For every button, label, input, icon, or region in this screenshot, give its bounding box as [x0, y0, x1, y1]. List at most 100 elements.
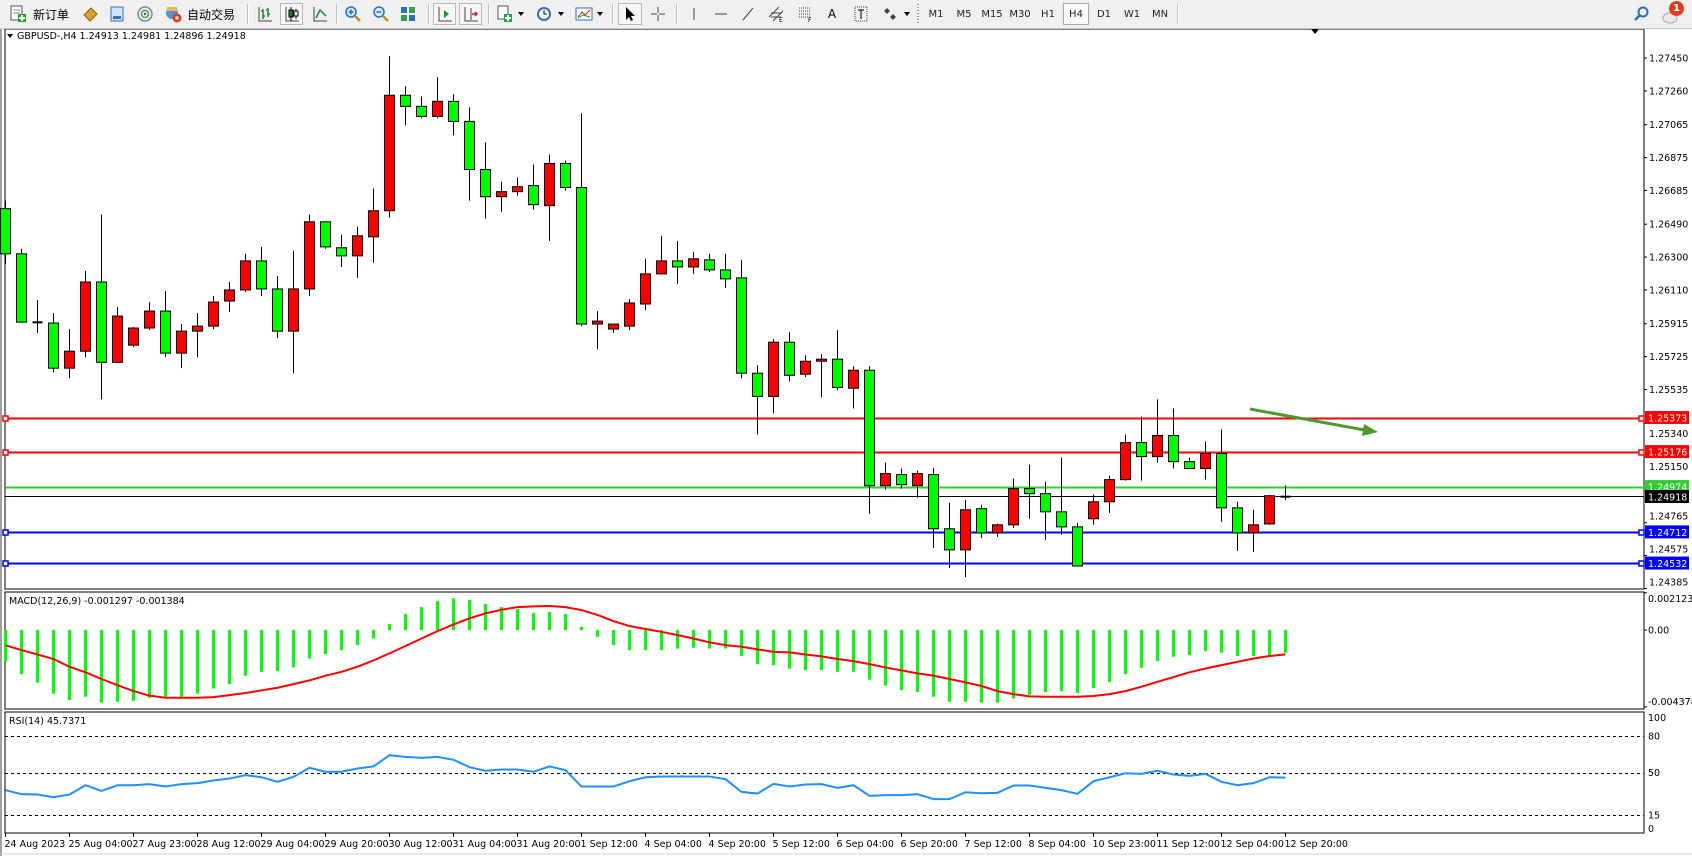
level-handle-left[interactable]: [2, 529, 9, 536]
level-handle-left[interactable]: [2, 415, 9, 422]
indicators-icon[interactable]: [494, 3, 516, 25]
candle-bull: [112, 315, 123, 363]
candle-bear: [976, 508, 987, 534]
candle-bear: [1040, 493, 1051, 513]
candle-bull: [80, 281, 91, 352]
macd-histogram-bar: [1140, 630, 1143, 668]
level-price-label: 1.24532: [1648, 559, 1687, 570]
symbol-menu-triangle[interactable]: [7, 34, 13, 38]
candle-bear: [928, 474, 939, 530]
level-handle-right[interactable]: [1638, 529, 1645, 536]
rsi-tick-label: 15: [1648, 810, 1660, 821]
candle-bear: [1184, 461, 1195, 470]
candle-bull: [816, 358, 827, 362]
candle-bear: [336, 247, 347, 257]
new-order-icon[interactable]: [8, 3, 28, 25]
macd-histogram-bar: [740, 630, 743, 657]
price-tick-label: 1.26875: [1649, 153, 1688, 164]
bar-chart-icon[interactable]: [254, 3, 276, 25]
timeframe-m1-button[interactable]: M1: [928, 8, 944, 20]
candle-bear: [16, 253, 27, 323]
auto-scroll-icon[interactable]: [433, 3, 456, 25]
macd-histogram-bar: [756, 630, 759, 665]
tile-windows-icon[interactable]: [397, 3, 419, 25]
candle-bull: [128, 327, 139, 346]
price-tick-label: 1.26110: [1649, 285, 1688, 296]
data-window-icon[interactable]: [107, 3, 127, 25]
trend-arrow-head[interactable]: [1362, 424, 1378, 436]
indicators-dropdown-caret[interactable]: [518, 12, 524, 16]
chart-shift-icon[interactable]: [459, 3, 482, 25]
vertical-line-icon[interactable]: [683, 3, 705, 25]
fibonacci-icon[interactable]: F: [794, 3, 816, 25]
timeframe-h4-button[interactable]: H4: [1063, 3, 1089, 25]
cursor-icon[interactable]: [618, 3, 642, 25]
templates-icon[interactable]: [573, 3, 595, 25]
timeframe-mn-button[interactable]: MN: [1151, 8, 1169, 20]
trendline-icon[interactable]: [737, 3, 759, 25]
level-handle-left[interactable]: [2, 560, 9, 567]
candle-bear: [576, 187, 587, 325]
macd-histogram-bar: [900, 630, 903, 691]
equidistant-channel-icon[interactable]: E: [765, 3, 787, 25]
toolbar-grip[interactable]: [917, 4, 919, 24]
candle-bull: [544, 162, 555, 207]
zoom-in-icon[interactable]: [342, 3, 364, 25]
level-handle-right[interactable]: [1638, 415, 1645, 422]
macd-histogram-bar: [1108, 630, 1111, 682]
timeframe-h1-button[interactable]: H1: [1041, 8, 1055, 20]
line-chart-icon[interactable]: [309, 3, 331, 25]
time-tick-label: 5 Sep 12:00: [773, 839, 830, 850]
templates-dropdown-caret[interactable]: [597, 12, 603, 16]
new-order-button[interactable]: 新订单: [30, 3, 72, 25]
macd-histogram-bar: [1124, 630, 1127, 675]
horizontal-line-icon[interactable]: [710, 3, 732, 25]
time-tick-label: 29 Aug 20:00: [325, 839, 389, 850]
autotrading-icon[interactable]: [162, 3, 184, 25]
text-label-icon[interactable]: [850, 3, 872, 25]
text-tool-button[interactable]: A: [821, 3, 843, 25]
level-handle-left[interactable]: [2, 449, 9, 456]
symbol-header: GBPUSD-,H4 1.24913 1.24981 1.24896 1.249…: [17, 31, 246, 42]
crosshair-icon[interactable]: [647, 3, 669, 25]
arrows-icon[interactable]: [879, 3, 901, 25]
market-watch-icon[interactable]: [80, 3, 100, 25]
candlestick-chart-icon[interactable]: [280, 3, 303, 25]
macd-histogram-bar: [84, 630, 87, 697]
macd-histogram-bar: [660, 630, 663, 651]
search-icon[interactable]: [1630, 3, 1652, 25]
periods-clock-icon[interactable]: [533, 3, 555, 25]
time-tick-label: 6 Sep 04:00: [837, 839, 894, 850]
level-handle-right[interactable]: [1638, 449, 1645, 456]
timeframe-d1-button[interactable]: D1: [1096, 8, 1112, 20]
arrows-dropdown-caret[interactable]: [904, 12, 910, 16]
timeframe-m5-button[interactable]: M5: [956, 8, 972, 20]
macd-histogram-bar: [596, 630, 599, 637]
trend-arrow-line[interactable]: [1249, 407, 1371, 433]
zoom-out-icon[interactable]: [370, 3, 392, 25]
macd-signal-line: [5, 605, 1286, 699]
time-tick-label: 24 Aug 2023: [5, 839, 66, 850]
rsi-tick-label: 50: [1648, 768, 1660, 779]
time-tick-label: 12 Sep 04:00: [1221, 839, 1284, 850]
autotrading-button[interactable]: 自动交易: [185, 3, 237, 25]
macd-histogram-bar: [724, 630, 727, 649]
macd-histogram-bar: [372, 630, 375, 639]
macd-histogram-bar: [356, 630, 359, 646]
timeframe-m30-button[interactable]: M30: [1009, 8, 1031, 20]
candle-bear: [320, 221, 331, 248]
toolbar: 新订单 自动交易 E F A M1 M5 M15 M30 H1 H4 D1 W1 MN 1: [0, 0, 1692, 29]
candle-bull: [1008, 488, 1019, 526]
macd-histogram-bar: [292, 630, 295, 668]
timeframe-w1-button[interactable]: W1: [1123, 8, 1141, 20]
navigator-icon[interactable]: [135, 3, 155, 25]
macd-histogram-bar: [516, 609, 519, 631]
macd-histogram-bar: [420, 607, 423, 631]
periods-dropdown-caret[interactable]: [558, 12, 564, 16]
chart-shift-marker[interactable]: [1311, 29, 1319, 34]
level-handle-right[interactable]: [1638, 560, 1645, 567]
rsi-line: [5, 754, 1286, 801]
price-tick-label: 1.27450: [1649, 54, 1688, 65]
timeframe-m15-button[interactable]: M15: [981, 8, 1003, 20]
